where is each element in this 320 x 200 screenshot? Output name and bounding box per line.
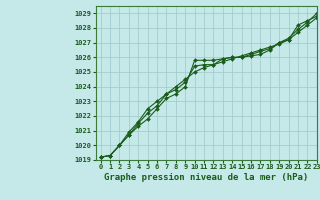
- X-axis label: Graphe pression niveau de la mer (hPa): Graphe pression niveau de la mer (hPa): [104, 173, 308, 182]
